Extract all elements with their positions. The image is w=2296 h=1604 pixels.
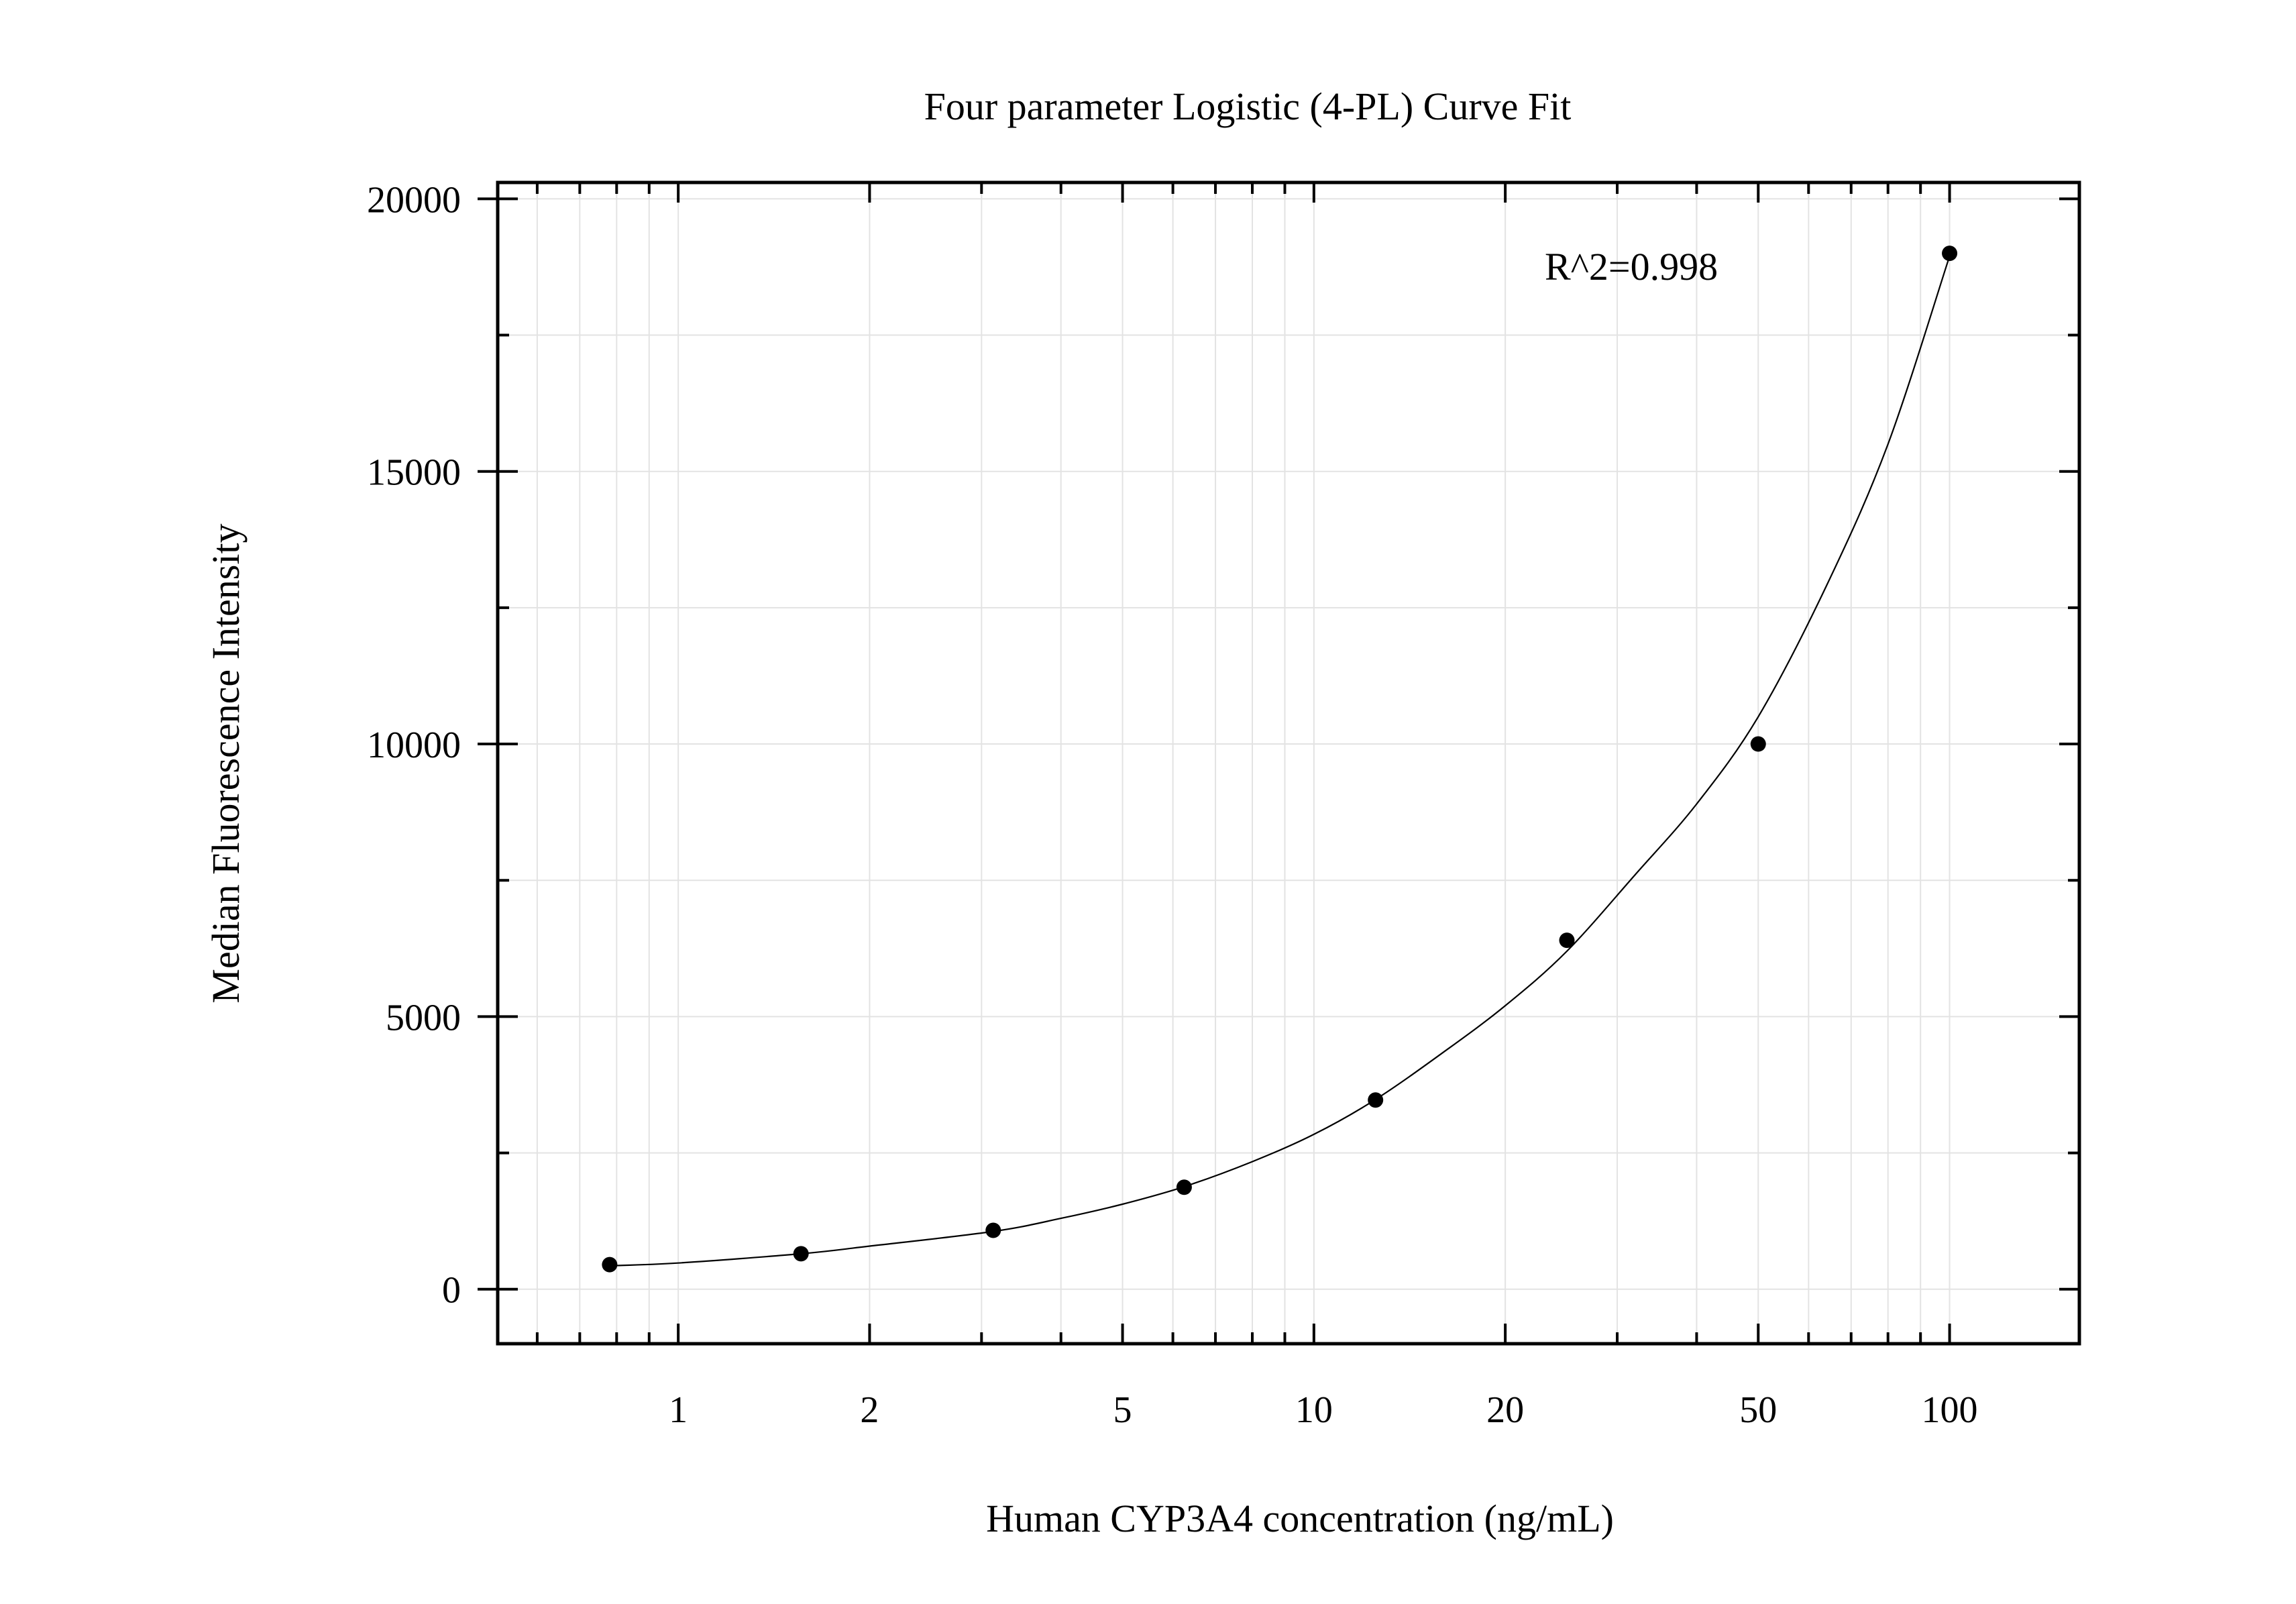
grid-lines	[498, 182, 2079, 1344]
x-tick-label: 1	[669, 1389, 688, 1431]
y-tick-label: 0	[442, 1270, 461, 1312]
x-tick-label: 10	[1295, 1389, 1333, 1431]
fit-curve	[609, 256, 1951, 1267]
x-tick-label: 2	[860, 1389, 879, 1431]
data-point	[1176, 1179, 1192, 1195]
data-points	[602, 246, 1958, 1273]
y-tick-label: 15000	[367, 452, 461, 494]
y-tick-label: 5000	[386, 997, 461, 1038]
y-tick-label: 20000	[367, 179, 461, 221]
data-point	[985, 1222, 1001, 1238]
x-tick-label: 50	[1739, 1389, 1777, 1431]
data-point	[793, 1246, 809, 1262]
data-point	[602, 1257, 618, 1273]
x-tick-label: 5	[1113, 1389, 1132, 1431]
axis-ticks	[478, 182, 2079, 1344]
data-point	[1559, 932, 1575, 949]
x-tick-label: 20	[1486, 1389, 1524, 1431]
data-point	[1942, 246, 1958, 262]
data-point	[1368, 1092, 1384, 1108]
y-tick-label: 10000	[367, 725, 461, 766]
tick-labels: 0 5000 10000 15000 20000 1 2 5 10 20 50 100	[367, 179, 1978, 1431]
y-axis-label: Median Fluorescence Intensity	[204, 523, 248, 1003]
r-squared-annotation: R^2=0.998	[1545, 245, 1718, 288]
x-tick-label: 100	[1922, 1389, 1978, 1431]
chart-title: Four parameter Logistic (4-PL) Curve Fit	[924, 85, 1572, 128]
data-point	[1750, 736, 1766, 752]
plot-frame	[496, 180, 2081, 1346]
x-axis-label: Human CYP3A4 concentration (ng/mL)	[986, 1497, 1614, 1540]
